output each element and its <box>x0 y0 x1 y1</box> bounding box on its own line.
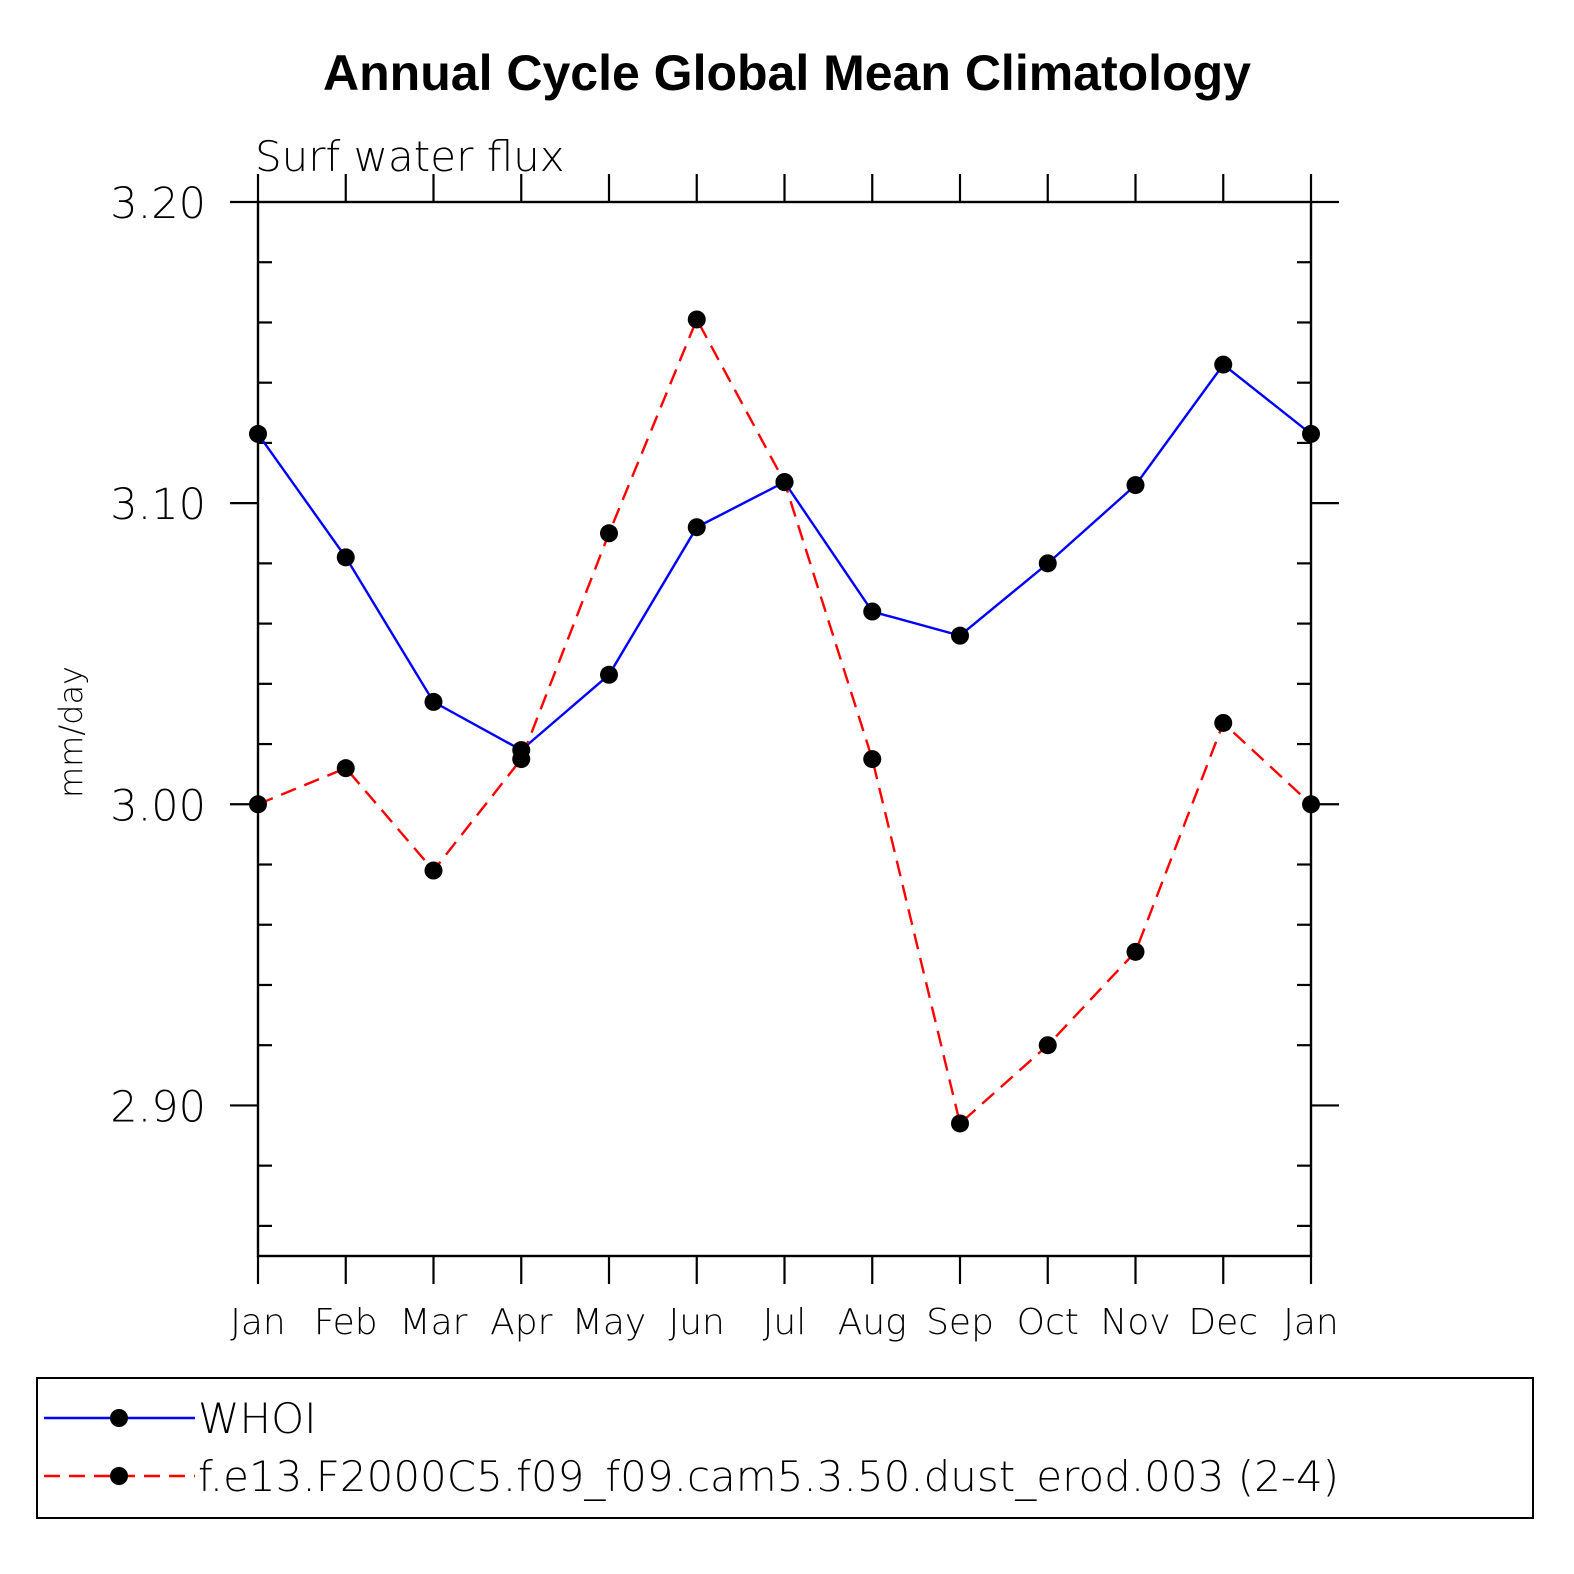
series-1-point <box>336 548 355 567</box>
series-1-point <box>951 626 969 645</box>
x-axis-ticks: Jan Feb Mar Apr May Jun Jul Aug Sep Oct Nov Dec Jan <box>230 174 1339 1343</box>
x-tick-label-may: May <box>572 1302 646 1343</box>
x-tick-label-mar: Mar <box>400 1302 468 1343</box>
series-2-point <box>1214 713 1233 732</box>
x-tick-label-dec: Dec <box>1188 1302 1258 1343</box>
series-line-1 <box>257 362 1312 752</box>
series-layer <box>249 310 1320 1133</box>
series-1-point <box>863 602 882 621</box>
x-tick-label-sep: Sep <box>926 1302 994 1343</box>
series-1-point <box>600 665 618 684</box>
legend: WHOI f.e13.F2000C5.f09_f09.cam5.3.50.dust… <box>44 1394 1339 1501</box>
legend-label-1: WHOI <box>198 1394 317 1443</box>
y-tick-label: 2.90 <box>110 1082 206 1132</box>
legend-swatch-marker-1 <box>110 1409 128 1427</box>
series-2-point <box>1038 1036 1057 1055</box>
x-tick-label-jan: Jan <box>230 1302 286 1343</box>
series-1-point <box>687 518 706 537</box>
x-tick-label-feb: Feb <box>314 1302 378 1343</box>
series-2-point <box>512 750 531 769</box>
series-2-point <box>951 1114 969 1133</box>
x-tick-label-apr: Apr <box>490 1302 552 1343</box>
series-2-point <box>336 759 355 778</box>
legend-label-2: f.e13.F2000C5.f09_f09.cam5.3.50.dust_ero… <box>198 1452 1339 1501</box>
x-tick-label-jun: Jun <box>669 1302 725 1343</box>
series-2-point <box>1126 942 1145 961</box>
y-tick-label: 3.20 <box>110 179 206 229</box>
chart-title: Annual Cycle Global Mean Climatology <box>323 45 1251 101</box>
series-1-point <box>1302 424 1320 443</box>
legend-box <box>36 1377 1534 1519</box>
y-tick-label: 3.00 <box>110 781 206 831</box>
x-tick-label-oct: Oct <box>1017 1302 1079 1343</box>
series-1-point <box>249 424 267 443</box>
x-tick-label-aug: Aug <box>838 1302 907 1343</box>
series-2-point <box>687 310 706 329</box>
x-tick-label-jan: Jan <box>1283 1302 1339 1343</box>
series-1-point <box>424 692 443 711</box>
x-tick-label-nov: Nov <box>1100 1302 1170 1343</box>
chart-subtitle: Surf water flux <box>255 132 565 181</box>
series-2-point <box>1302 795 1320 814</box>
series-1-point <box>1214 355 1233 374</box>
series-2-point <box>600 524 618 543</box>
x-tick-label-jul: Jul <box>763 1302 806 1343</box>
y-axis-label: mm/day <box>52 666 90 798</box>
series-2-point <box>863 750 882 769</box>
series-2-point <box>249 795 267 814</box>
series-1-point <box>1126 476 1145 495</box>
y-axis-ticks: 3.20 3.10 3.00 2.90 <box>110 179 1339 1227</box>
series-1-point <box>1038 554 1057 573</box>
series-2-point <box>424 861 443 880</box>
series-2-point <box>775 473 794 492</box>
legend-swatch-marker-2 <box>110 1467 128 1485</box>
plot-frame <box>256 200 1313 1258</box>
y-tick-label: 3.10 <box>110 480 206 530</box>
series-line-2 <box>257 316 1312 1126</box>
